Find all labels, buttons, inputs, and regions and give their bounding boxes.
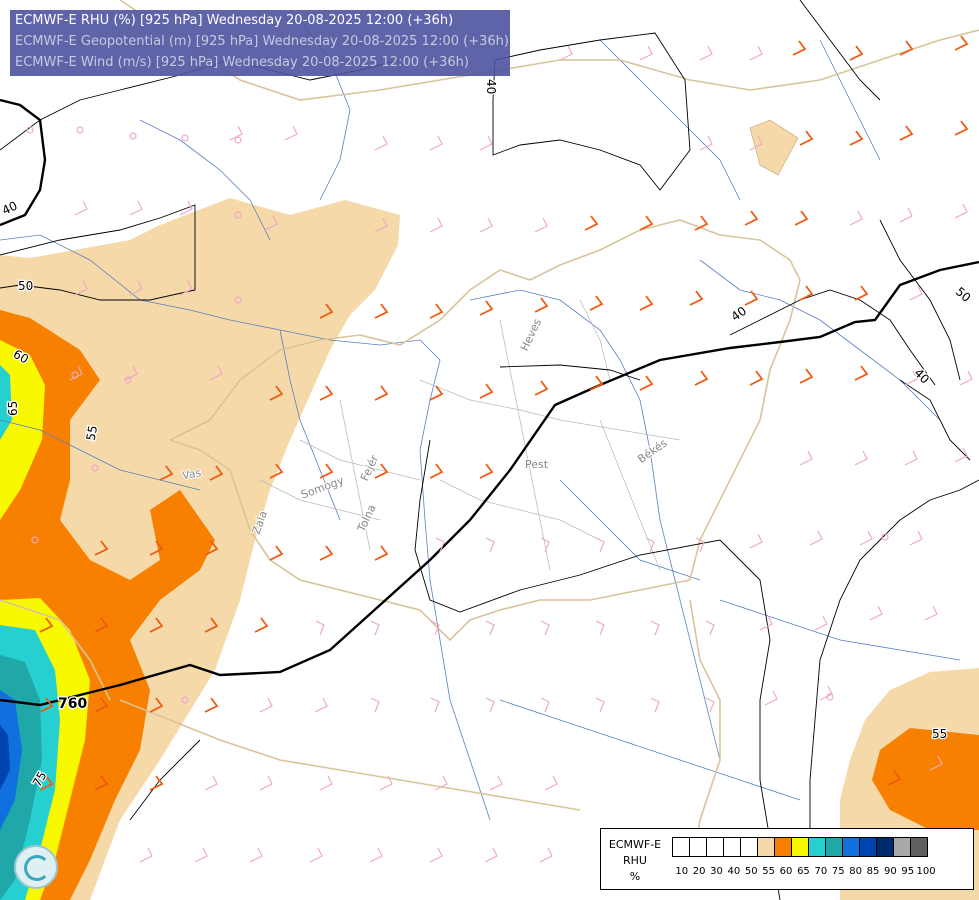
legend-tick-label: 40: [727, 866, 741, 877]
label-fejer: Fejér: [358, 453, 381, 483]
contour-labels: 40 40 40 40 50 50 55 55 60 65 75 760: [0, 78, 975, 791]
contour-label-40-west: 40: [0, 199, 20, 218]
contour-label-55-east: 55: [932, 727, 947, 741]
legend-title-model: ECMWF-E: [608, 838, 662, 851]
legend-swatch: [723, 837, 741, 857]
legend-tick-label: 75: [831, 866, 845, 877]
title-rhu: ECMWF-E RHU (%) [925 hPa] Wednesday 20-0…: [15, 13, 454, 28]
label-pest: Pest: [525, 458, 549, 471]
label-heves: Heves: [518, 316, 544, 353]
legend-swatch: [791, 837, 809, 857]
legend-title-unit: %: [629, 870, 641, 883]
legend-tick-label: 50: [744, 866, 758, 877]
title-geopotential: ECMWF-E Geopotential (m) [925 hPa] Wedne…: [15, 34, 509, 49]
legend-swatch: [706, 837, 724, 857]
ecmwf-logo-icon: [14, 845, 58, 889]
calm-markers: [26, 126, 889, 704]
county-boundaries: [259, 299, 681, 571]
contour-label-50-east: 50: [953, 284, 974, 305]
legend-swatch: [672, 837, 690, 857]
legend-ticks: 10 20 30 40 50 55 60 65 70 75 80 85 90 95 100: [673, 866, 936, 877]
legend-tick-label: 85: [866, 866, 880, 877]
title-wind: ECMWF-E Wind (m/s) [925 hPa] Wednesday 2…: [15, 55, 469, 70]
wind-barbs-weak: [69, 45, 973, 863]
legend-swatch: [825, 837, 843, 857]
legend-swatch: [808, 837, 826, 857]
legend-swatch: [740, 837, 758, 857]
legend-tick-label: 55: [762, 866, 776, 877]
contour-label-40-north: 40: [484, 79, 498, 94]
label-vas: Vas: [181, 466, 202, 482]
contour-label-50-west: 50: [18, 279, 33, 293]
rhu-fill-east: [749, 119, 979, 900]
label-bekes: Békés: [635, 436, 670, 466]
legend-tick-label: 100: [916, 866, 936, 877]
legend-swatches: [672, 837, 928, 857]
contour-label-65: 65: [6, 401, 20, 416]
legend-title: ECMWF-E RHU %: [605, 837, 665, 885]
wind-barbs-strong: [39, 35, 969, 791]
contour-label-40-center: 40: [729, 304, 750, 324]
map-title-box: ECMWF-E RHU (%) [925 hPa] Wednesday 20-0…: [10, 10, 510, 76]
contour-label-55-west: 55: [84, 424, 100, 441]
legend-swatch: [910, 837, 928, 857]
legend-tick-label: 60: [779, 866, 793, 877]
legend-swatch: [893, 837, 911, 857]
contour-label-40-east: 40: [911, 366, 932, 387]
rhu-fill-west: [0, 198, 400, 900]
legend-swatch: [842, 837, 860, 857]
legend-swatch: [859, 837, 877, 857]
legend-tick-label: 65: [797, 866, 810, 877]
legend-swatch: [689, 837, 707, 857]
legend-title-var: RHU: [623, 854, 647, 867]
legend-tick-label: 30: [710, 866, 723, 877]
legend-tick-label: 95: [901, 866, 915, 877]
thick-contours: [0, 98, 979, 707]
legend-tick-label: 10: [675, 866, 689, 877]
label-somogy: Somogy: [299, 474, 346, 502]
legend-tick-label: 70: [814, 866, 828, 877]
legend-swatch: [774, 837, 792, 857]
country-borders: [0, 0, 979, 881]
legend-tick-label: 80: [849, 866, 862, 877]
rhu-legend: ECMWF-E RHU % 10 20 30 40 50 55 60 65 70 75 80 85 90…: [600, 828, 974, 890]
legend-swatch: [757, 837, 775, 857]
legend-tick-label: 90: [884, 866, 897, 877]
legend-swatch: [876, 837, 894, 857]
legend-tick-label: 20: [692, 866, 706, 877]
contour-label-760: 760: [58, 696, 87, 712]
